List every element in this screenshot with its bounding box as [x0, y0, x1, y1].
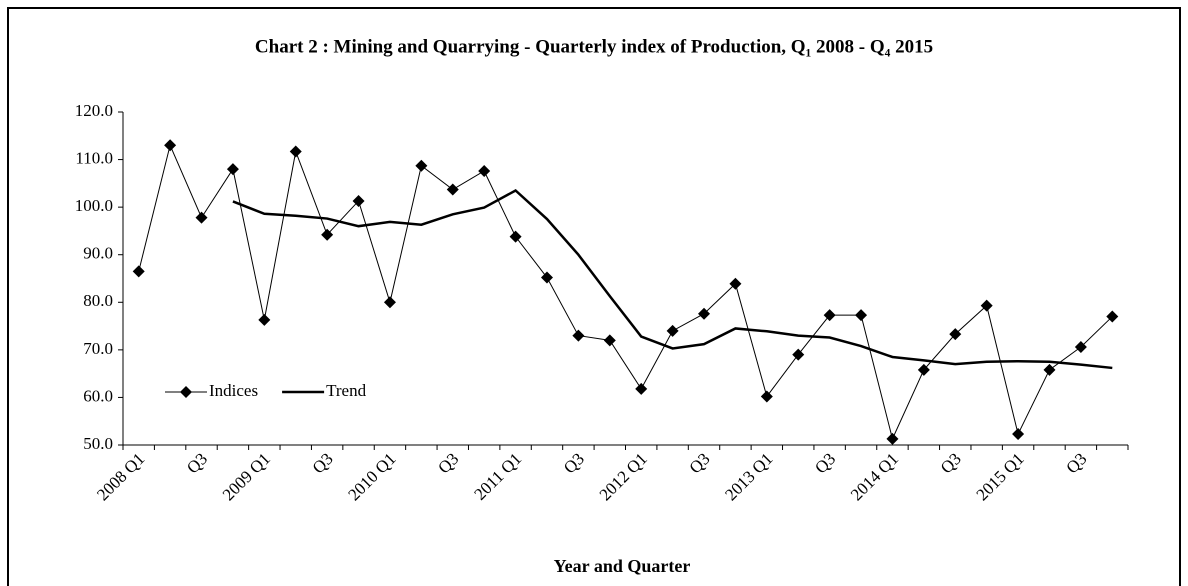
- chart-border: [7, 7, 1181, 586]
- legend-label: Trend: [326, 381, 366, 400]
- legend-marker: [180, 386, 192, 398]
- y-tick-label: 120.0: [75, 101, 113, 120]
- marker: [195, 211, 208, 224]
- legend-label: Indices: [209, 381, 258, 400]
- marker: [917, 363, 930, 376]
- marker: [1043, 363, 1056, 376]
- y-tick-label: 90.0: [83, 244, 113, 263]
- marker: [855, 309, 868, 322]
- marker: [635, 382, 648, 395]
- x-axis-label: Year and Quarter: [554, 556, 691, 576]
- y-tick-label: 80.0: [83, 291, 113, 310]
- chart-title: Chart 2 : Mining and Quarrying - Quarter…: [255, 36, 933, 57]
- marker: [352, 194, 365, 207]
- marker: [792, 348, 805, 361]
- marker: [132, 265, 145, 278]
- marker: [446, 183, 459, 196]
- marker: [540, 271, 553, 284]
- marker: [164, 139, 177, 152]
- marker: [509, 230, 522, 243]
- marker: [258, 313, 271, 326]
- y-tick-label: 100.0: [75, 196, 113, 215]
- y-tick-label: 70.0: [83, 339, 113, 358]
- marker: [886, 432, 899, 445]
- marker: [289, 145, 302, 158]
- marker: [1106, 310, 1119, 323]
- series-line: [232, 188, 1113, 370]
- marker: [383, 296, 396, 309]
- marker: [949, 328, 962, 341]
- series-line: [138, 143, 1113, 441]
- marker: [823, 309, 836, 322]
- marker: [415, 159, 428, 172]
- marker: [698, 307, 711, 320]
- y-tick-label: 50.0: [83, 434, 113, 453]
- marker: [478, 164, 491, 177]
- marker: [760, 390, 773, 403]
- marker: [226, 163, 239, 176]
- marker: [603, 334, 616, 347]
- y-tick-label: 60.0: [83, 386, 113, 405]
- marker: [1012, 428, 1025, 441]
- marker: [729, 277, 742, 290]
- marker: [980, 299, 993, 312]
- y-tick-label: 110.0: [75, 148, 113, 167]
- marker: [321, 228, 334, 241]
- marker: [572, 329, 585, 342]
- marker: [666, 324, 679, 337]
- marker: [1074, 341, 1087, 354]
